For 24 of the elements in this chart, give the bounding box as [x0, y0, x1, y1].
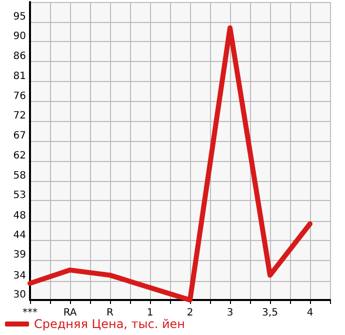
y-tick-label: 76 [13, 90, 26, 102]
x-tick-label: 3 [226, 308, 234, 318]
legend-label: Средняя Цена, тыс. йен [34, 317, 186, 331]
x-tick-label: 3,5 [262, 308, 278, 318]
y-tick-label: 30 [13, 290, 26, 300]
y-tick-label: 90 [13, 31, 26, 42]
y-tick-label: 44 [13, 230, 26, 241]
x-tick-label: 1 [146, 308, 154, 318]
y-tick-label: 34 [13, 270, 26, 282]
x-tick-label: R [106, 308, 114, 318]
y-tick-label: 95 [13, 11, 26, 22]
y-tick-label: 62 [13, 150, 26, 162]
y-tick-label: 72 [13, 110, 26, 122]
y-tick-label: 39 [13, 250, 26, 261]
y-tick-label: 81 [13, 70, 26, 82]
y-tick-label: 48 [13, 210, 26, 222]
y-tick-label: 67 [13, 130, 26, 142]
x-tick-label: 2 [186, 308, 194, 318]
y-tick-label: 86 [13, 51, 26, 62]
y-tick-label: 53 [13, 190, 26, 202]
x-tick-label: *** [22, 308, 38, 318]
y-tick-label: 58 [13, 170, 26, 182]
x-tick-label: RA [63, 308, 77, 318]
x-tick-label: 4 [306, 308, 314, 318]
